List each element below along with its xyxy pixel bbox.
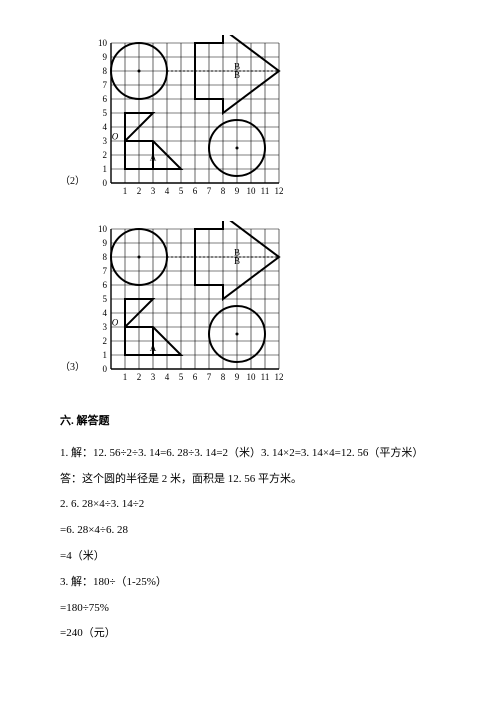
figure-2-label: （2） <box>60 173 85 191</box>
svg-text:9: 9 <box>103 52 108 62</box>
figure-2-grid: 123456789101112012345678910BBOA <box>93 35 289 201</box>
solution-2-line2: =6. 28×4÷6. 28 <box>60 521 440 541</box>
svg-text:A: A <box>150 343 157 353</box>
svg-text:1: 1 <box>123 372 128 382</box>
svg-text:9: 9 <box>103 238 108 248</box>
solution-3-line3: =240（元） <box>60 624 440 644</box>
svg-text:3: 3 <box>151 372 156 382</box>
svg-text:1: 1 <box>123 186 128 196</box>
section-heading-six: 六. 解答题 <box>60 412 440 432</box>
solution-1-line1: 1. 解：12. 56÷2÷3. 14=6. 28÷3. 14=2（米）3. 1… <box>60 444 440 464</box>
svg-text:O: O <box>112 318 119 328</box>
svg-text:5: 5 <box>179 186 184 196</box>
svg-text:6: 6 <box>193 372 198 382</box>
svg-text:8: 8 <box>103 252 108 262</box>
svg-text:8: 8 <box>221 186 226 196</box>
svg-text:4: 4 <box>103 122 108 132</box>
svg-text:2: 2 <box>137 186 142 196</box>
svg-text:10: 10 <box>98 38 108 48</box>
svg-text:7: 7 <box>207 372 212 382</box>
svg-text:2: 2 <box>137 372 142 382</box>
svg-text:6: 6 <box>103 94 108 104</box>
svg-text:2: 2 <box>103 150 108 160</box>
solution-1-answer: 答：这个圆的半径是 2 米，面积是 12. 56 平方米。 <box>60 470 440 490</box>
solution-3-line2: =180÷75% <box>60 599 440 619</box>
svg-text:10: 10 <box>98 224 108 234</box>
svg-text:8: 8 <box>103 66 108 76</box>
svg-text:3: 3 <box>103 136 108 146</box>
svg-text:9: 9 <box>235 372 240 382</box>
svg-text:11: 11 <box>261 372 270 382</box>
svg-text:9: 9 <box>235 186 240 196</box>
svg-text:3: 3 <box>151 186 156 196</box>
svg-text:3: 3 <box>103 322 108 332</box>
svg-text:10: 10 <box>247 372 257 382</box>
svg-text:B: B <box>234 256 240 266</box>
figure-3-row: （3） 123456789101112012345678910BBOA <box>60 221 440 387</box>
svg-text:12: 12 <box>275 372 284 382</box>
figure-2-row: （2） 123456789101112012345678910BBOA <box>60 35 440 201</box>
svg-text:0: 0 <box>103 178 108 188</box>
svg-text:A: A <box>150 153 157 163</box>
svg-text:0: 0 <box>103 364 108 374</box>
svg-text:1: 1 <box>103 164 108 174</box>
solution-3-line1: 3. 解：180÷（1-25%） <box>60 573 440 593</box>
svg-text:7: 7 <box>103 80 108 90</box>
svg-text:1: 1 <box>103 350 108 360</box>
svg-text:10: 10 <box>247 186 257 196</box>
svg-text:7: 7 <box>103 266 108 276</box>
svg-text:6: 6 <box>193 186 198 196</box>
svg-text:7: 7 <box>207 186 212 196</box>
svg-text:2: 2 <box>103 336 108 346</box>
svg-text:4: 4 <box>165 372 170 382</box>
solution-2-line1: 2. 6. 28×4÷3. 14÷2 <box>60 495 440 515</box>
svg-text:6: 6 <box>103 280 108 290</box>
figure-3-label: （3） <box>60 359 85 377</box>
svg-text:5: 5 <box>103 108 108 118</box>
svg-text:5: 5 <box>179 372 184 382</box>
svg-text:11: 11 <box>261 186 270 196</box>
svg-text:4: 4 <box>165 186 170 196</box>
svg-text:4: 4 <box>103 308 108 318</box>
svg-text:O: O <box>112 132 119 142</box>
svg-text:5: 5 <box>103 294 108 304</box>
figure-3-grid: 123456789101112012345678910BBOA <box>93 221 289 387</box>
svg-text:B: B <box>234 70 240 80</box>
svg-text:8: 8 <box>221 372 226 382</box>
solution-2-line3: =4（米） <box>60 547 440 567</box>
svg-text:12: 12 <box>275 186 284 196</box>
